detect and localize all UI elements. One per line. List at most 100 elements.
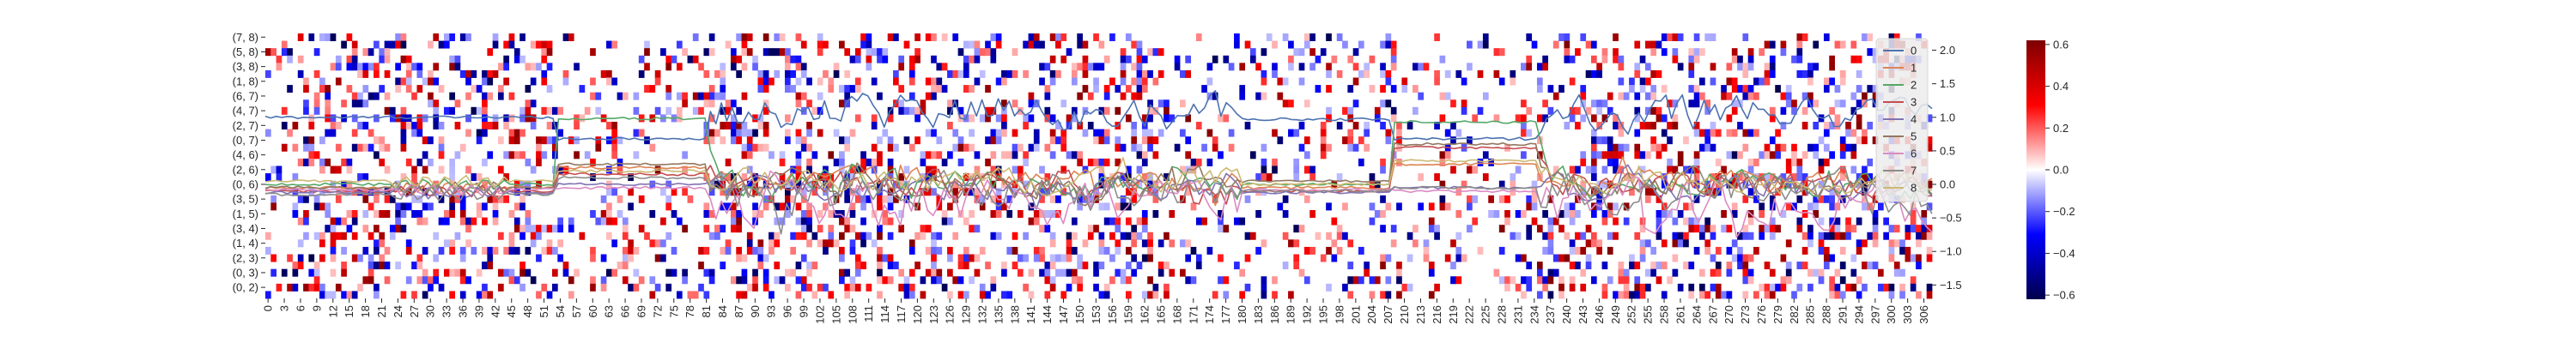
heatmap-cell: [297, 195, 304, 203]
heatmap-x-tick-label: 135: [992, 305, 1005, 324]
heatmap-cell: [497, 268, 504, 277]
heatmap-cell: [660, 217, 666, 226]
heatmap-cell: [1856, 239, 1862, 248]
heatmap-cell: [1206, 246, 1213, 255]
heatmap-x-tick-label: 195: [1317, 305, 1330, 324]
heatmap-cell: [1629, 262, 1635, 270]
heatmap-cell: [1769, 151, 1776, 159]
heatmap-y-tick-label: (3, 4): [233, 222, 258, 235]
heatmap-cell: [1667, 99, 1673, 108]
heatmap-cell: [741, 122, 748, 129]
heatmap-cell: [1704, 217, 1711, 226]
heatmap-cell: [860, 232, 866, 240]
heatmap-cell: [1033, 129, 1040, 137]
heatmap-cell: [325, 158, 331, 166]
heatmap-cell: [628, 188, 634, 196]
heatmap-cell: [590, 283, 596, 292]
heatmap-cell: [714, 225, 720, 233]
heatmap-cell: [513, 225, 520, 233]
heatmap-cell: [1650, 48, 1656, 57]
heatmap-cell: [1001, 151, 1007, 159]
heatmap-cell: [1228, 129, 1235, 137]
heatmap-x-tick-label: 291: [1837, 305, 1850, 324]
heatmap-cell: [844, 225, 851, 233]
heatmap-cell: [1796, 33, 1803, 41]
heatmap-cell: [1601, 151, 1608, 159]
heatmap-cell: [395, 202, 401, 211]
heatmap-cell: [1672, 254, 1679, 262]
heatmap-cell: [1552, 217, 1559, 226]
heatmap-cell: [1872, 210, 1879, 218]
heatmap-cell: [703, 99, 710, 108]
heatmap-cell: [389, 114, 396, 123]
heatmap-cell: [611, 143, 618, 152]
heatmap-cell: [849, 129, 856, 137]
heatmap-cell: [1336, 173, 1343, 182]
heatmap-cell: [379, 85, 386, 93]
heatmap-cell: [482, 69, 488, 78]
heatmap-cell: [1764, 262, 1771, 270]
heatmap-cell: [1759, 283, 1765, 292]
heatmap-cell: [957, 262, 964, 270]
heatmap-cell: [633, 129, 640, 137]
heatmap-x-tick-label: 240: [1560, 305, 1573, 324]
heatmap-cell: [649, 210, 656, 218]
heatmap-cell: [914, 232, 920, 240]
heatmap-cell: [692, 291, 699, 299]
heatmap-cell: [428, 276, 434, 285]
heatmap-cell: [969, 225, 975, 233]
heatmap-cell: [1521, 291, 1527, 299]
heatmap-cell: [351, 55, 358, 63]
heatmap-cell: [357, 254, 363, 262]
heatmap-cell: [1163, 106, 1170, 115]
heatmap-cell: [1747, 188, 1754, 196]
heatmap-cell: [854, 232, 861, 240]
heatmap-cell: [1131, 232, 1138, 240]
heatmap-cell: [476, 291, 483, 299]
heatmap-cell: [1661, 262, 1668, 270]
heatmap-cell: [1818, 268, 1825, 277]
heatmap-cell: [1521, 63, 1527, 71]
heatmap-cell: [1677, 232, 1684, 240]
heatmap-cell: [817, 239, 823, 248]
heatmap-cell: [1623, 291, 1630, 299]
heatmap-cell: [1737, 122, 1743, 129]
heatmap-cell: [920, 291, 927, 299]
heatmap-cell: [649, 180, 656, 189]
heatmap-cell: [979, 195, 986, 203]
heatmap-cell: [405, 55, 412, 63]
heatmap-cell: [1877, 283, 1884, 292]
line-series-group: [264, 90, 1933, 238]
heatmap-cell: [433, 99, 440, 108]
heatmap-cell: [1039, 40, 1045, 49]
heatmap-cell: [746, 151, 753, 159]
heatmap-cell: [800, 143, 807, 152]
heatmap-cell: [1342, 106, 1348, 115]
heatmap-cell: [1693, 151, 1700, 159]
heatmap-cell: [443, 217, 450, 226]
heatmap-cell: [1218, 210, 1224, 218]
heatmap-cell: [730, 114, 737, 123]
heatmap-cell: [1607, 158, 1613, 166]
heatmap-cell: [530, 40, 537, 49]
heatmap-cell: [1564, 122, 1571, 129]
heatmap-cell: [606, 188, 612, 196]
heatmap-cell: [1434, 77, 1440, 86]
heatmap-cell: [1905, 246, 1911, 255]
heatmap-cell: [546, 225, 553, 233]
heatmap-cell: [1147, 276, 1153, 285]
heatmap-x-tick-label: 129: [960, 305, 973, 324]
heatmap-cell: [839, 210, 845, 218]
heatmap-cell: [1872, 239, 1879, 248]
line-series-3: [264, 145, 1933, 205]
heatmap-cell: [1461, 254, 1467, 262]
heatmap-cell: [319, 158, 325, 166]
heatmap-cell: [969, 210, 975, 218]
heatmap-cell: [1369, 202, 1376, 211]
heatmap-cell: [1282, 33, 1289, 41]
heatmap-cell: [1201, 217, 1207, 226]
heatmap-cell: [1423, 254, 1430, 262]
heatmap-cell: [374, 246, 380, 255]
heatmap-cell: [1169, 268, 1176, 277]
heatmap-cell: [714, 129, 720, 137]
